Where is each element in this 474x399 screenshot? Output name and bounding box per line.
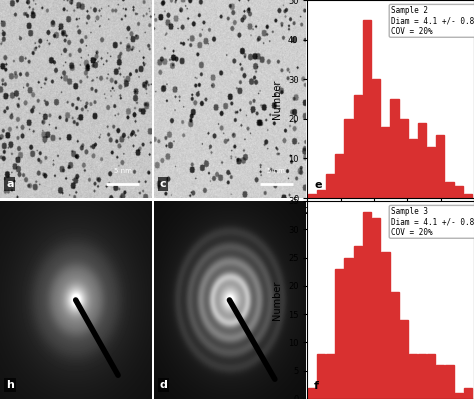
Text: c: c xyxy=(160,179,166,189)
Text: 5 nm: 5 nm xyxy=(267,168,285,174)
Bar xyxy=(372,218,380,399)
Bar xyxy=(436,134,445,198)
Text: d: d xyxy=(160,380,168,390)
Bar xyxy=(445,365,454,399)
Bar xyxy=(418,354,426,399)
Text: Sample 3
Diam = 4.1 +/- 0.8 nm
COV = 20%: Sample 3 Diam = 4.1 +/- 0.8 nm COV = 20% xyxy=(391,207,474,237)
Bar xyxy=(418,123,426,198)
Bar xyxy=(335,269,344,399)
Bar xyxy=(436,365,445,399)
Bar xyxy=(390,292,399,399)
Bar xyxy=(455,186,463,198)
Text: e: e xyxy=(314,180,322,190)
Bar xyxy=(363,20,371,198)
Bar xyxy=(317,354,326,399)
Text: 5 nm: 5 nm xyxy=(114,168,132,174)
Bar xyxy=(335,154,344,198)
Bar xyxy=(427,354,435,399)
Bar xyxy=(308,388,316,399)
Bar xyxy=(354,95,362,198)
Bar xyxy=(308,194,316,198)
Bar xyxy=(400,320,408,399)
Bar xyxy=(345,119,353,198)
Bar xyxy=(381,127,390,198)
Bar xyxy=(326,354,335,399)
Bar xyxy=(363,212,371,399)
Bar xyxy=(326,174,335,198)
Y-axis label: Number: Number xyxy=(272,79,282,119)
Bar xyxy=(409,138,417,198)
Bar xyxy=(445,182,454,198)
Bar xyxy=(372,79,380,198)
Bar xyxy=(409,354,417,399)
Bar xyxy=(464,388,472,399)
Text: Sample 2
Diam = 4.1 +/- 0.8 nm
COV = 20%: Sample 2 Diam = 4.1 +/- 0.8 nm COV = 20% xyxy=(391,6,474,36)
Y-axis label: Number: Number xyxy=(272,280,282,320)
Bar xyxy=(464,194,472,198)
Bar xyxy=(427,146,435,198)
Bar xyxy=(455,393,463,399)
Text: h: h xyxy=(6,380,14,390)
X-axis label: Diameter, nm: Diameter, nm xyxy=(357,221,425,231)
Text: f: f xyxy=(314,381,319,391)
Bar xyxy=(345,258,353,399)
Bar xyxy=(317,190,326,198)
Bar xyxy=(390,99,399,198)
Text: a: a xyxy=(6,179,14,189)
Bar xyxy=(400,119,408,198)
Bar xyxy=(354,246,362,399)
Bar xyxy=(381,252,390,399)
